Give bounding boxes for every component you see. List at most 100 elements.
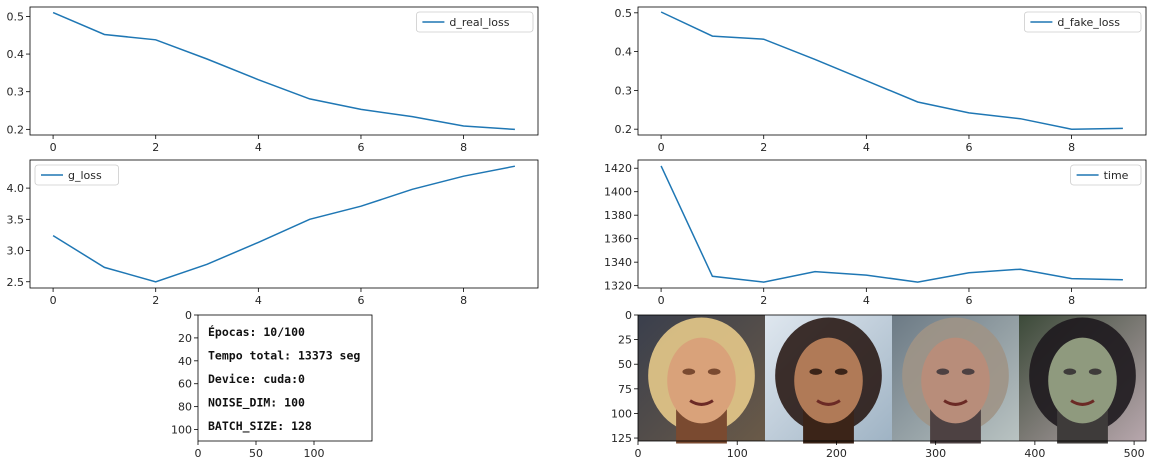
legend-box xyxy=(1070,164,1142,186)
series-line-d-real-loss xyxy=(52,11,515,131)
left-eye xyxy=(809,368,823,375)
generated-face-image xyxy=(1019,315,1146,444)
legend-box xyxy=(1024,11,1142,33)
info-text: Épocas: 10/100 Tempo total: 13373 seg Devi… xyxy=(208,324,360,434)
x-tick-label: 300 xyxy=(925,447,946,460)
subplot-3: 0 2 4 6 8 2.5 3.0 3.5 4.0 g_loss xyxy=(7,159,539,307)
y-tick-label: 50 xyxy=(618,358,632,371)
right-eye xyxy=(707,368,721,375)
subplot-2: 0 2 4 6 8 0.2 0.3 0.4 0.5 d_fake_loss xyxy=(615,6,1147,154)
y-tick-label: 1320 xyxy=(604,280,632,293)
x-tick-label: 2 xyxy=(760,141,767,154)
subplot-6: 0 100 200 300 400 500 0 25 50 75 100 125 xyxy=(611,309,1147,460)
y-tick-label: 0.3 xyxy=(7,86,25,99)
y-ticks: 0 25 50 75 100 125 xyxy=(611,309,638,445)
x-ticks: 0 2 4 6 8 xyxy=(50,135,467,154)
y-tick-label: 1420 xyxy=(604,162,632,175)
x-ticks: 0 2 4 6 8 xyxy=(658,135,1075,154)
subplot-1: 0 2 4 6 8 0.2 0.3 0.4 0.5 d_real_loss xyxy=(7,6,539,154)
x-tick-label: 0 xyxy=(658,294,665,307)
y-tick-label: 75 xyxy=(618,383,632,396)
face-shape xyxy=(667,337,736,424)
x-ticks: 0 2 4 6 8 xyxy=(50,288,467,307)
legend-label: d_fake_loss xyxy=(1057,16,1120,29)
x-tick-label: 100 xyxy=(304,447,325,460)
x-tick-label: 0 xyxy=(50,294,57,307)
x-tick-label: 500 xyxy=(1124,447,1145,460)
x-ticks: 0 2 4 6 8 xyxy=(658,288,1075,307)
y-tick-label: 3.0 xyxy=(7,245,25,258)
y-tick-label: 0.5 xyxy=(7,10,25,23)
legend: d_real_loss xyxy=(415,11,534,33)
x-tick-label: 6 xyxy=(965,294,972,307)
axes-frame xyxy=(637,314,1147,442)
x-tick-label: 200 xyxy=(826,447,847,460)
x-tick-label: 0 xyxy=(50,141,57,154)
y-tick-label: 100 xyxy=(611,407,632,420)
x-tick-label: 6 xyxy=(357,141,364,154)
x-ticks: 0 100 200 300 400 500 xyxy=(635,441,1145,460)
legend: d_fake_loss xyxy=(1024,11,1142,33)
y-tick-label: 3.5 xyxy=(7,213,25,226)
legend: time xyxy=(1070,164,1142,186)
x-tick-label: 8 xyxy=(1068,141,1075,154)
x-tick-label: 8 xyxy=(1068,294,1075,307)
axes-frame xyxy=(637,159,1147,289)
y-tick-label: 20 xyxy=(178,332,192,345)
info-line: BATCH_SIZE: 128 xyxy=(208,419,312,434)
x-tick-label: 4 xyxy=(255,294,262,307)
right-eye xyxy=(834,368,848,375)
axes-frame xyxy=(29,6,539,136)
legend-label: time xyxy=(1104,169,1129,182)
right-eye xyxy=(961,368,975,375)
x-tick-label: 8 xyxy=(460,141,467,154)
y-tick-label: 25 xyxy=(618,334,632,347)
y-tick-label: 0 xyxy=(185,309,192,322)
x-tick-label: 0 xyxy=(195,447,202,460)
axes-frame xyxy=(637,6,1147,136)
y-tick-label: 1380 xyxy=(604,209,632,222)
generated-face-image xyxy=(892,315,1019,444)
y-tick-label: 0.3 xyxy=(615,84,633,97)
mouth-shape xyxy=(689,399,714,406)
mouth-shape xyxy=(943,399,968,406)
y-tick-label: 0.2 xyxy=(7,123,25,136)
y-tick-label: 0.5 xyxy=(615,7,633,20)
y-ticks: 0.2 0.3 0.4 0.5 xyxy=(615,7,638,136)
info-line: NOISE_DIM: 100 xyxy=(208,396,305,411)
legend-box xyxy=(34,164,119,186)
y-tick-label: 2.5 xyxy=(7,276,25,289)
y-tick-label: 80 xyxy=(178,401,192,414)
y-tick-label: 60 xyxy=(178,378,192,391)
y-tick-label: 0 xyxy=(625,309,632,322)
face-shape xyxy=(794,337,863,424)
x-tick-label: 6 xyxy=(357,294,364,307)
info-line: Tempo total: 13373 seg xyxy=(208,349,360,363)
y-ticks: 0.2 0.3 0.4 0.5 xyxy=(7,10,30,136)
legend-box xyxy=(415,11,534,33)
series-line-g-loss xyxy=(52,165,516,283)
legend-label: d_real_loss xyxy=(449,16,509,29)
generated-face-image xyxy=(638,315,765,444)
left-eye xyxy=(936,368,950,375)
y-tick-label: 1340 xyxy=(604,256,632,269)
series-line-time xyxy=(660,165,1123,283)
left-eye xyxy=(682,368,696,375)
x-tick-label: 2 xyxy=(152,141,159,154)
face-shape xyxy=(921,337,990,424)
generated-face-image xyxy=(765,315,892,444)
x-ticks: 0 50 100 xyxy=(195,441,325,460)
axes-frame xyxy=(29,159,539,289)
y-tick-label: 1360 xyxy=(604,233,632,246)
right-eye xyxy=(1088,368,1102,375)
x-tick-label: 50 xyxy=(249,447,263,460)
x-tick-label: 4 xyxy=(863,141,870,154)
y-tick-label: 0.2 xyxy=(615,123,633,136)
x-tick-label: 2 xyxy=(760,294,767,307)
x-tick-label: 0 xyxy=(658,141,665,154)
y-tick-label: 1400 xyxy=(604,186,632,199)
x-tick-label: 100 xyxy=(727,447,748,460)
y-ticks: 2.5 3.0 3.5 4.0 xyxy=(7,182,30,289)
x-tick-label: 4 xyxy=(255,141,262,154)
